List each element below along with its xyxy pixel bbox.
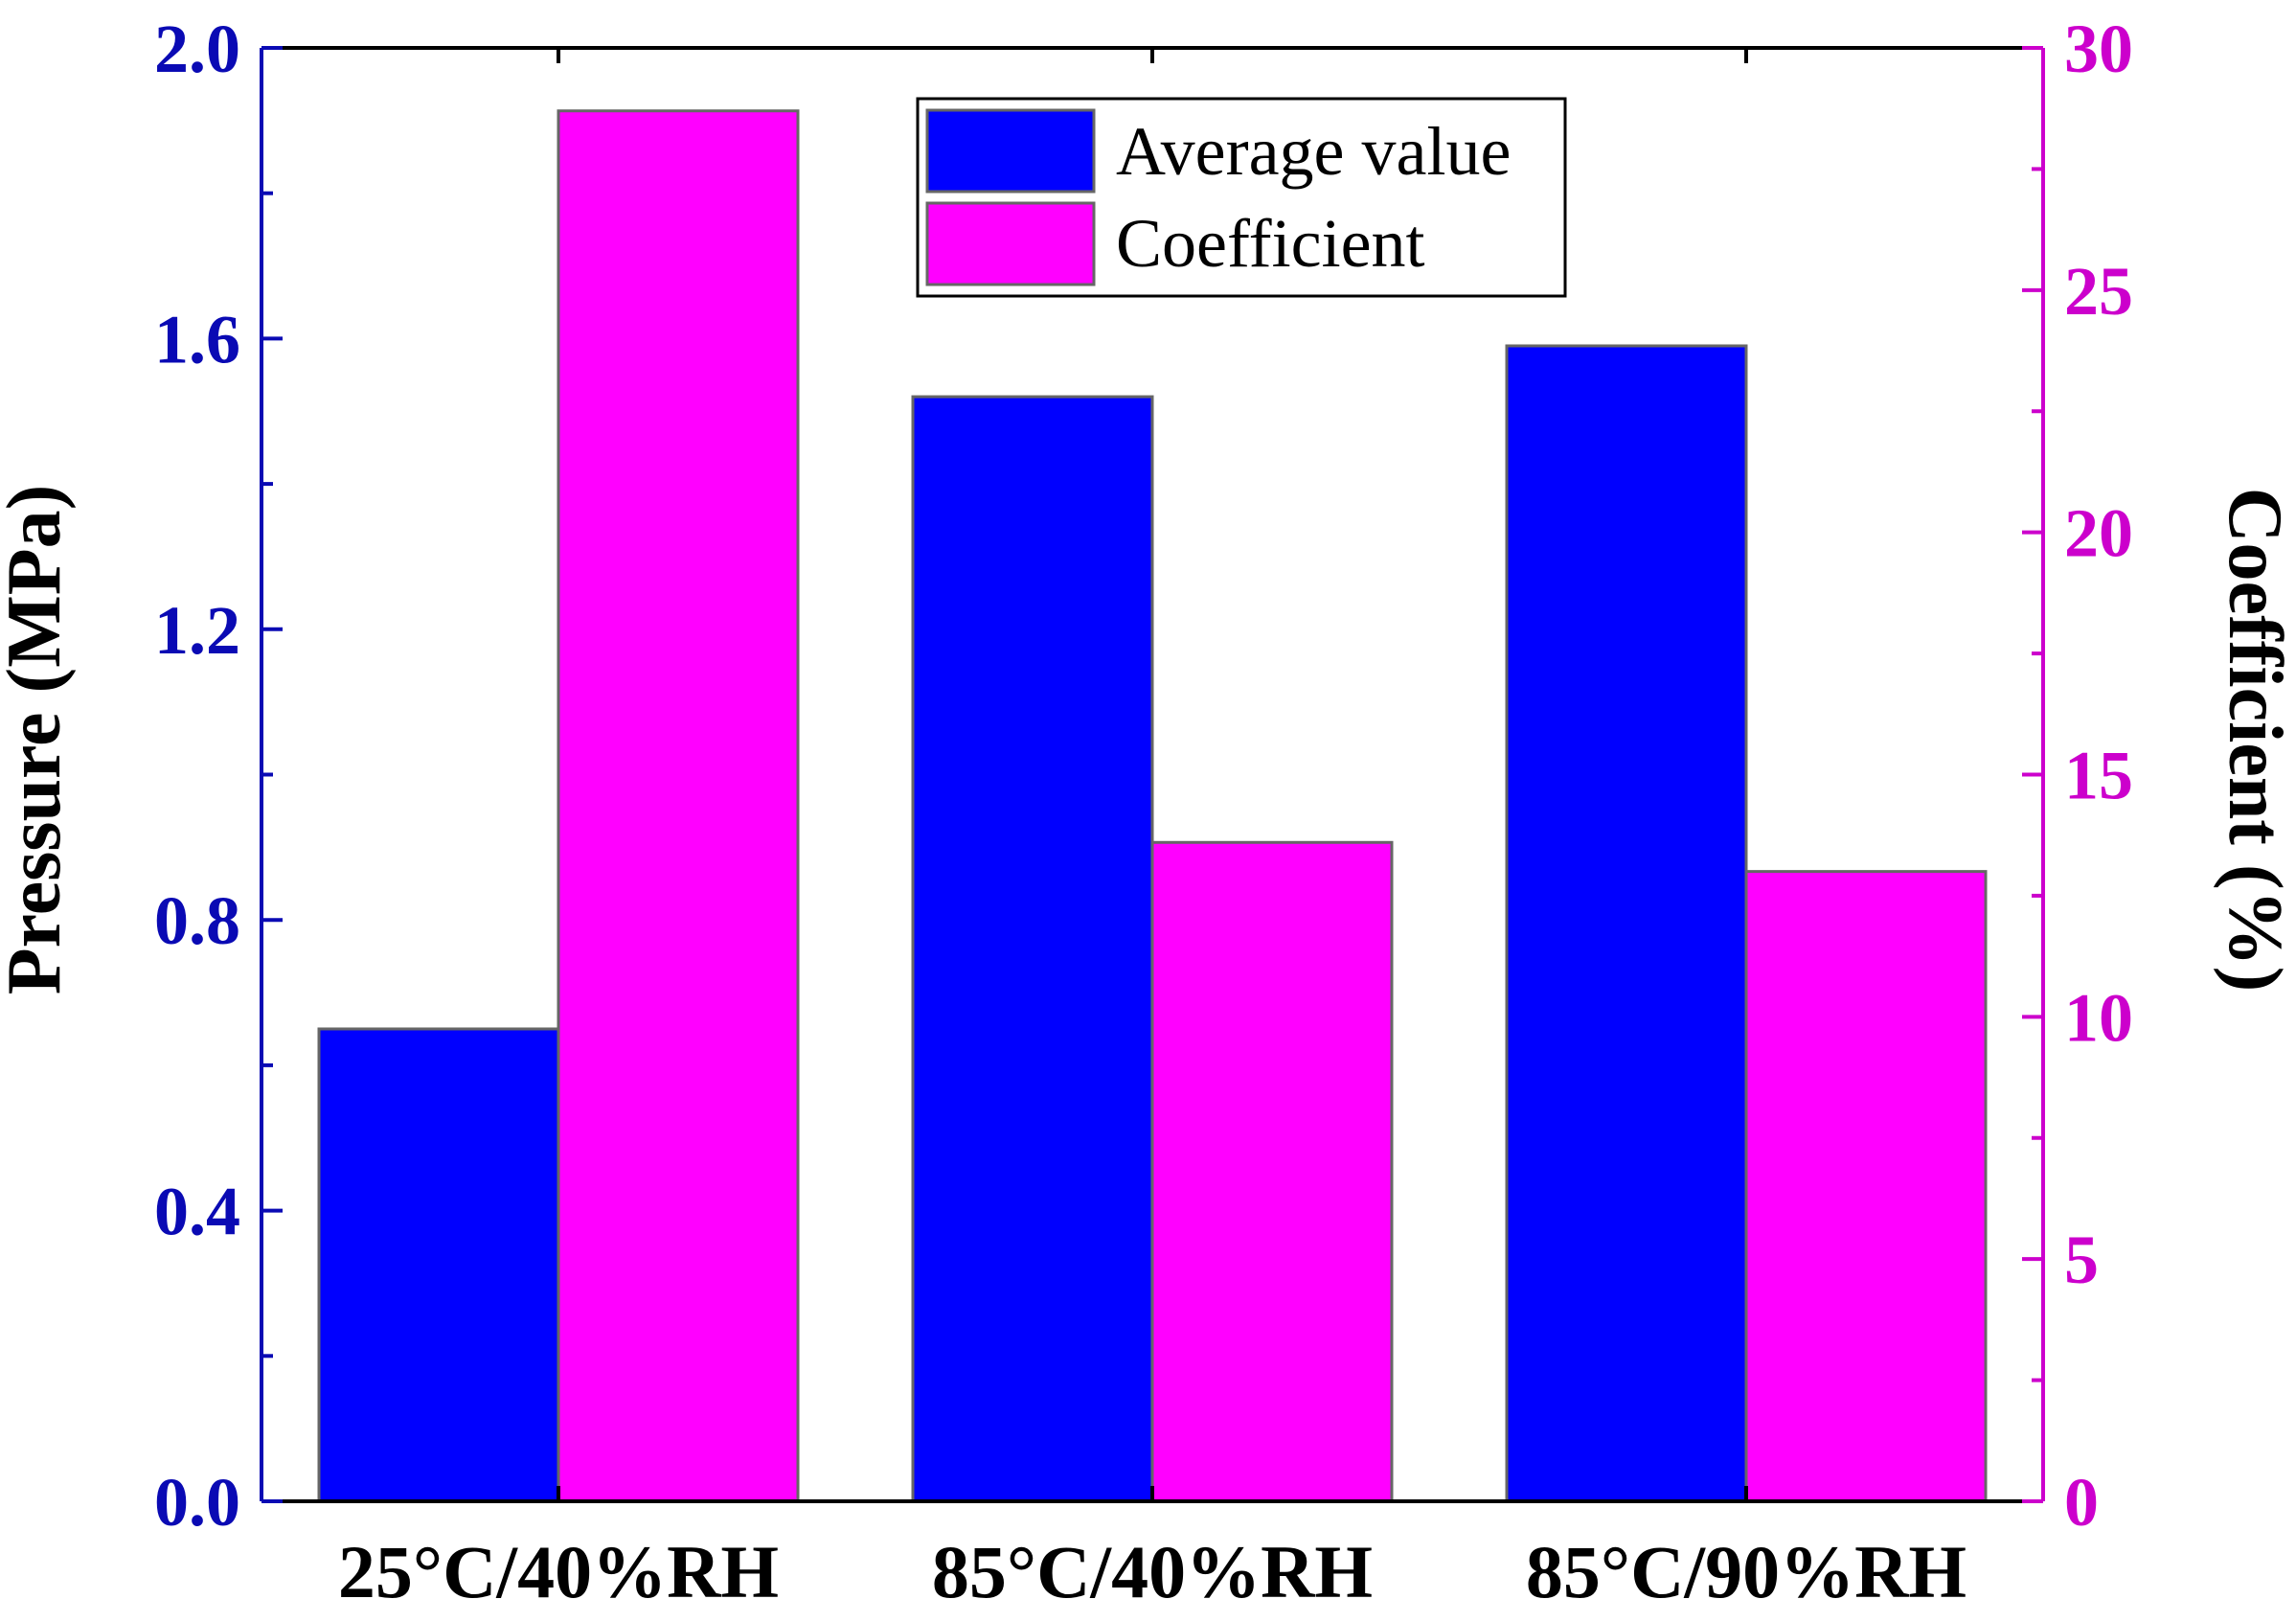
right-tick-label: 0 (2064, 1464, 2099, 1541)
legend: Average value Coefficient (916, 97, 1567, 298)
bar-average-value-1 (317, 1027, 560, 1503)
bars-layer (317, 109, 1988, 1503)
x-axis: 25°C/40%RH 85°C/40%RH 85°C/90%RH (338, 48, 1966, 1613)
legend-swatch-average-value (925, 108, 1096, 194)
bar-average-value-3 (1505, 344, 1748, 1503)
left-tick-label: 1.2 (154, 592, 240, 669)
left-tick-label: 0.4 (154, 1174, 240, 1250)
bar-coefficient-3 (1744, 870, 1988, 1503)
left-tick-label: 0.0 (154, 1464, 240, 1541)
legend-swatch-coefficient (925, 201, 1096, 286)
legend-label-coefficient: Coefficient (1116, 205, 1425, 282)
right-tick-label: 30 (2064, 11, 2133, 87)
x-category-label: 85°C/90%RH (1526, 1530, 1966, 1613)
right-tick-label: 20 (2064, 495, 2133, 572)
left-tick-label: 2.0 (154, 11, 240, 87)
x-category-label: 25°C/40%RH (338, 1530, 779, 1613)
bar-coefficient-2 (1150, 840, 1394, 1503)
right-axis: 0 5 10 15 20 25 30 (2022, 11, 2133, 1541)
legend-label-average-value: Average value (1116, 113, 1511, 190)
left-tick-label: 1.6 (154, 301, 240, 377)
left-tick-label: 0.8 (154, 882, 240, 959)
left-axis-title: Pressure (MPa) (0, 485, 77, 994)
bar-average-value-2 (911, 395, 1154, 1503)
bar-coefficient-1 (557, 109, 800, 1503)
right-tick-label: 15 (2064, 738, 2133, 814)
right-tick-label: 10 (2064, 979, 2133, 1056)
right-axis-title: Coefficient (%) (2213, 488, 2296, 992)
x-category-label: 85°C/40%RH (932, 1530, 1373, 1613)
left-axis: 0.0 0.4 0.8 1.2 1.6 2.0 (154, 11, 283, 1541)
right-tick-label: 5 (2064, 1222, 2099, 1298)
right-tick-label: 25 (2064, 253, 2133, 330)
